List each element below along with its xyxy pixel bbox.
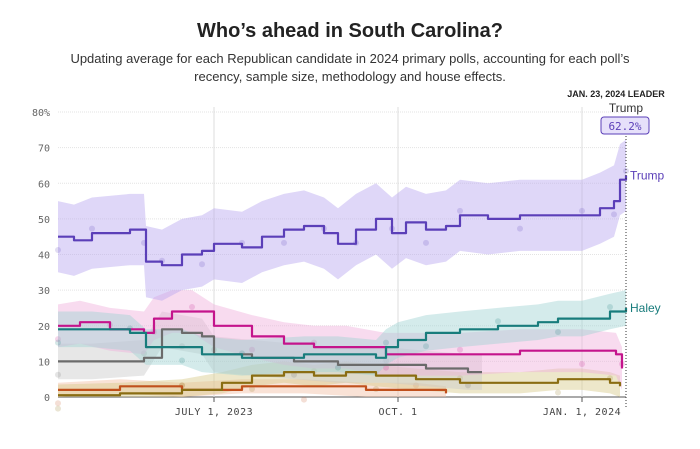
line-pence [58,385,448,394]
poll-dot-ramaswamy [555,389,561,396]
poll-dot-trump [281,239,287,246]
poll-dot-haley [555,328,561,335]
end-label-trump: Trump [630,168,665,182]
chart-subtitle: Updating average for each Republican can… [70,51,630,84]
poll-dot-ramaswamy [55,405,61,412]
leader-value-box [600,116,650,135]
y-tick-label: 30 [38,286,50,297]
y-tick-label: 50 [38,215,50,226]
poll-dot-haley [607,304,613,311]
poll-dot-trump [199,261,205,268]
poll-dot-scott [141,350,147,357]
band-trump [58,139,626,301]
poll-dot-desantis [579,361,585,368]
poll-dot-trump [423,239,429,246]
band-scott [58,311,482,390]
y-tick-label: 20 [38,322,50,333]
chart-title: Who’s ahead in South Carolina? [197,20,503,42]
poll-dot-trump [579,207,585,214]
band-desantis [58,290,622,390]
line-trump [58,175,628,267]
line-desantis [58,310,624,369]
y-tick-label: 10 [38,357,50,368]
gridlines [58,107,626,402]
band-ramaswamy [58,361,620,397]
poll-dot-trump [611,211,617,218]
poll-dot-desantis [457,346,463,353]
poll-dot-scott [291,371,297,378]
line-haley [58,307,628,359]
band-haley [58,290,626,376]
uncertainty-bands [55,139,629,412]
y-tick-label: 70 [38,144,50,155]
line-ramaswamy [58,371,622,397]
series-lines [58,175,628,397]
poll-dot-haley [495,318,501,325]
poll-dot-trump [89,225,95,232]
poll-dot-scott [55,371,61,378]
poll-dot-pence [55,400,61,407]
y-axis: 0 10 20 30 40 50 60 70 80% [32,108,50,404]
poll-dot-desantis [249,346,255,353]
x-tick-label: JULY 1, 2023 [175,407,253,418]
x-tick-label: JAN. 1, 2024 [543,407,621,418]
leader-date-header: JAN. 23, 2024 LEADER [567,89,665,99]
leader-value: 62.2% [608,120,641,133]
y-tick-label: 0 [44,393,50,404]
poll-dot-pence [413,382,419,389]
end-label-haley: Haley [630,301,661,315]
poll-dot-ramaswamy [249,385,255,392]
series-end-labels: Haley Trump [630,168,665,315]
poll-dot-trump [623,167,629,174]
poll-dot-haley [335,364,341,371]
poll-dot-haley [55,339,61,346]
y-tick-label: 80% [32,108,50,119]
poll-dot-scott [465,382,471,389]
poll-dot-trump [55,247,61,254]
poll-dot-haley [423,343,429,350]
y-tick-label: 40 [38,251,50,262]
poll-dot-desantis [189,304,195,311]
poll-dot-desantis [55,336,61,343]
poll-dot-scott [383,357,389,364]
poll-dot-pence [301,396,307,403]
poll-dot-haley [179,357,185,364]
leader-annotation: JAN. 23, 2024 LEADER Trump 62.2% [567,89,665,409]
poll-dot-trump [517,225,523,232]
poll-dot-trump [457,207,463,214]
poll-dot-desantis [383,364,389,371]
x-tick-label: OCT. 1 [378,407,417,418]
leader-name: Trump [609,101,644,115]
poll-dot-haley [383,339,389,346]
x-axis: JULY 1, 2023 OCT. 1 JAN. 1, 2024 [175,407,621,418]
y-tick-label: 60 [38,179,50,190]
